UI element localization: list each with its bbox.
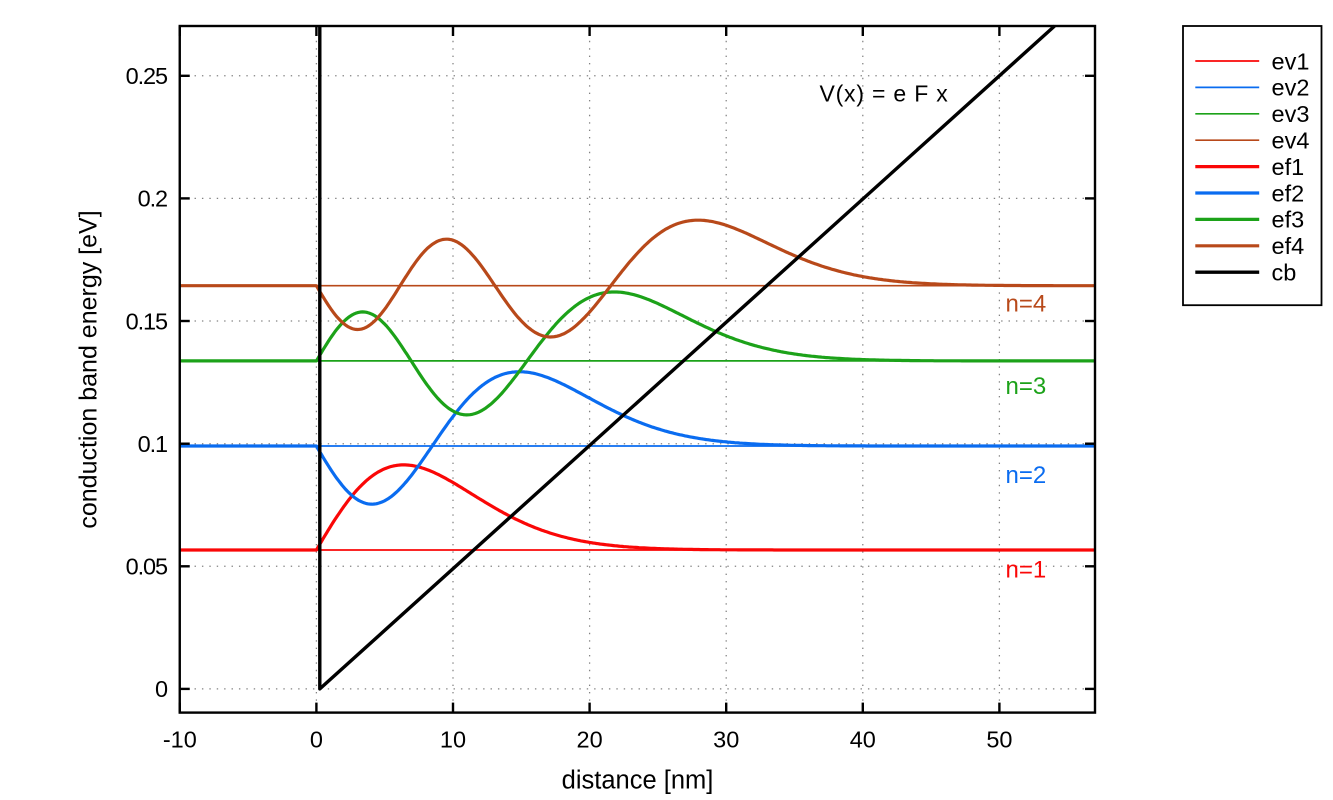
svg-text:10: 10 [440, 727, 466, 753]
svg-text:ev4: ev4 [1272, 128, 1310, 154]
svg-text:0.05: 0.05 [126, 554, 168, 580]
svg-text:ev2: ev2 [1272, 75, 1310, 101]
svg-text:0: 0 [310, 727, 323, 753]
svg-text:0.1: 0.1 [138, 431, 167, 457]
svg-text:ef2: ef2 [1272, 180, 1305, 206]
svg-text:n=2: n=2 [1006, 462, 1047, 489]
svg-text:50: 50 [986, 727, 1012, 753]
svg-text:V(x) = e F x: V(x) = e F x [819, 81, 948, 107]
svg-text:ef4: ef4 [1272, 233, 1305, 259]
svg-text:0.15: 0.15 [126, 308, 168, 334]
svg-text:ef1: ef1 [1272, 154, 1305, 180]
svg-text:n=1: n=1 [1006, 557, 1047, 584]
svg-text:-10: -10 [163, 727, 197, 753]
svg-text:cb: cb [1272, 260, 1297, 286]
svg-text:40: 40 [850, 727, 876, 753]
svg-text:20: 20 [577, 727, 603, 753]
svg-text:0.2: 0.2 [138, 186, 167, 212]
svg-text:distance [nm]: distance [nm] [562, 767, 714, 795]
svg-text:ef3: ef3 [1272, 207, 1305, 233]
svg-text:n=4: n=4 [1006, 290, 1047, 317]
svg-text:0: 0 [155, 676, 168, 702]
svg-text:30: 30 [713, 727, 739, 753]
svg-text:n=3: n=3 [1006, 373, 1047, 400]
svg-text:ev3: ev3 [1272, 101, 1310, 127]
svg-text:ev1: ev1 [1272, 48, 1310, 74]
svg-text:0.25: 0.25 [126, 63, 168, 89]
svg-text:conduction band energy [eV]: conduction band energy [eV] [75, 210, 103, 528]
